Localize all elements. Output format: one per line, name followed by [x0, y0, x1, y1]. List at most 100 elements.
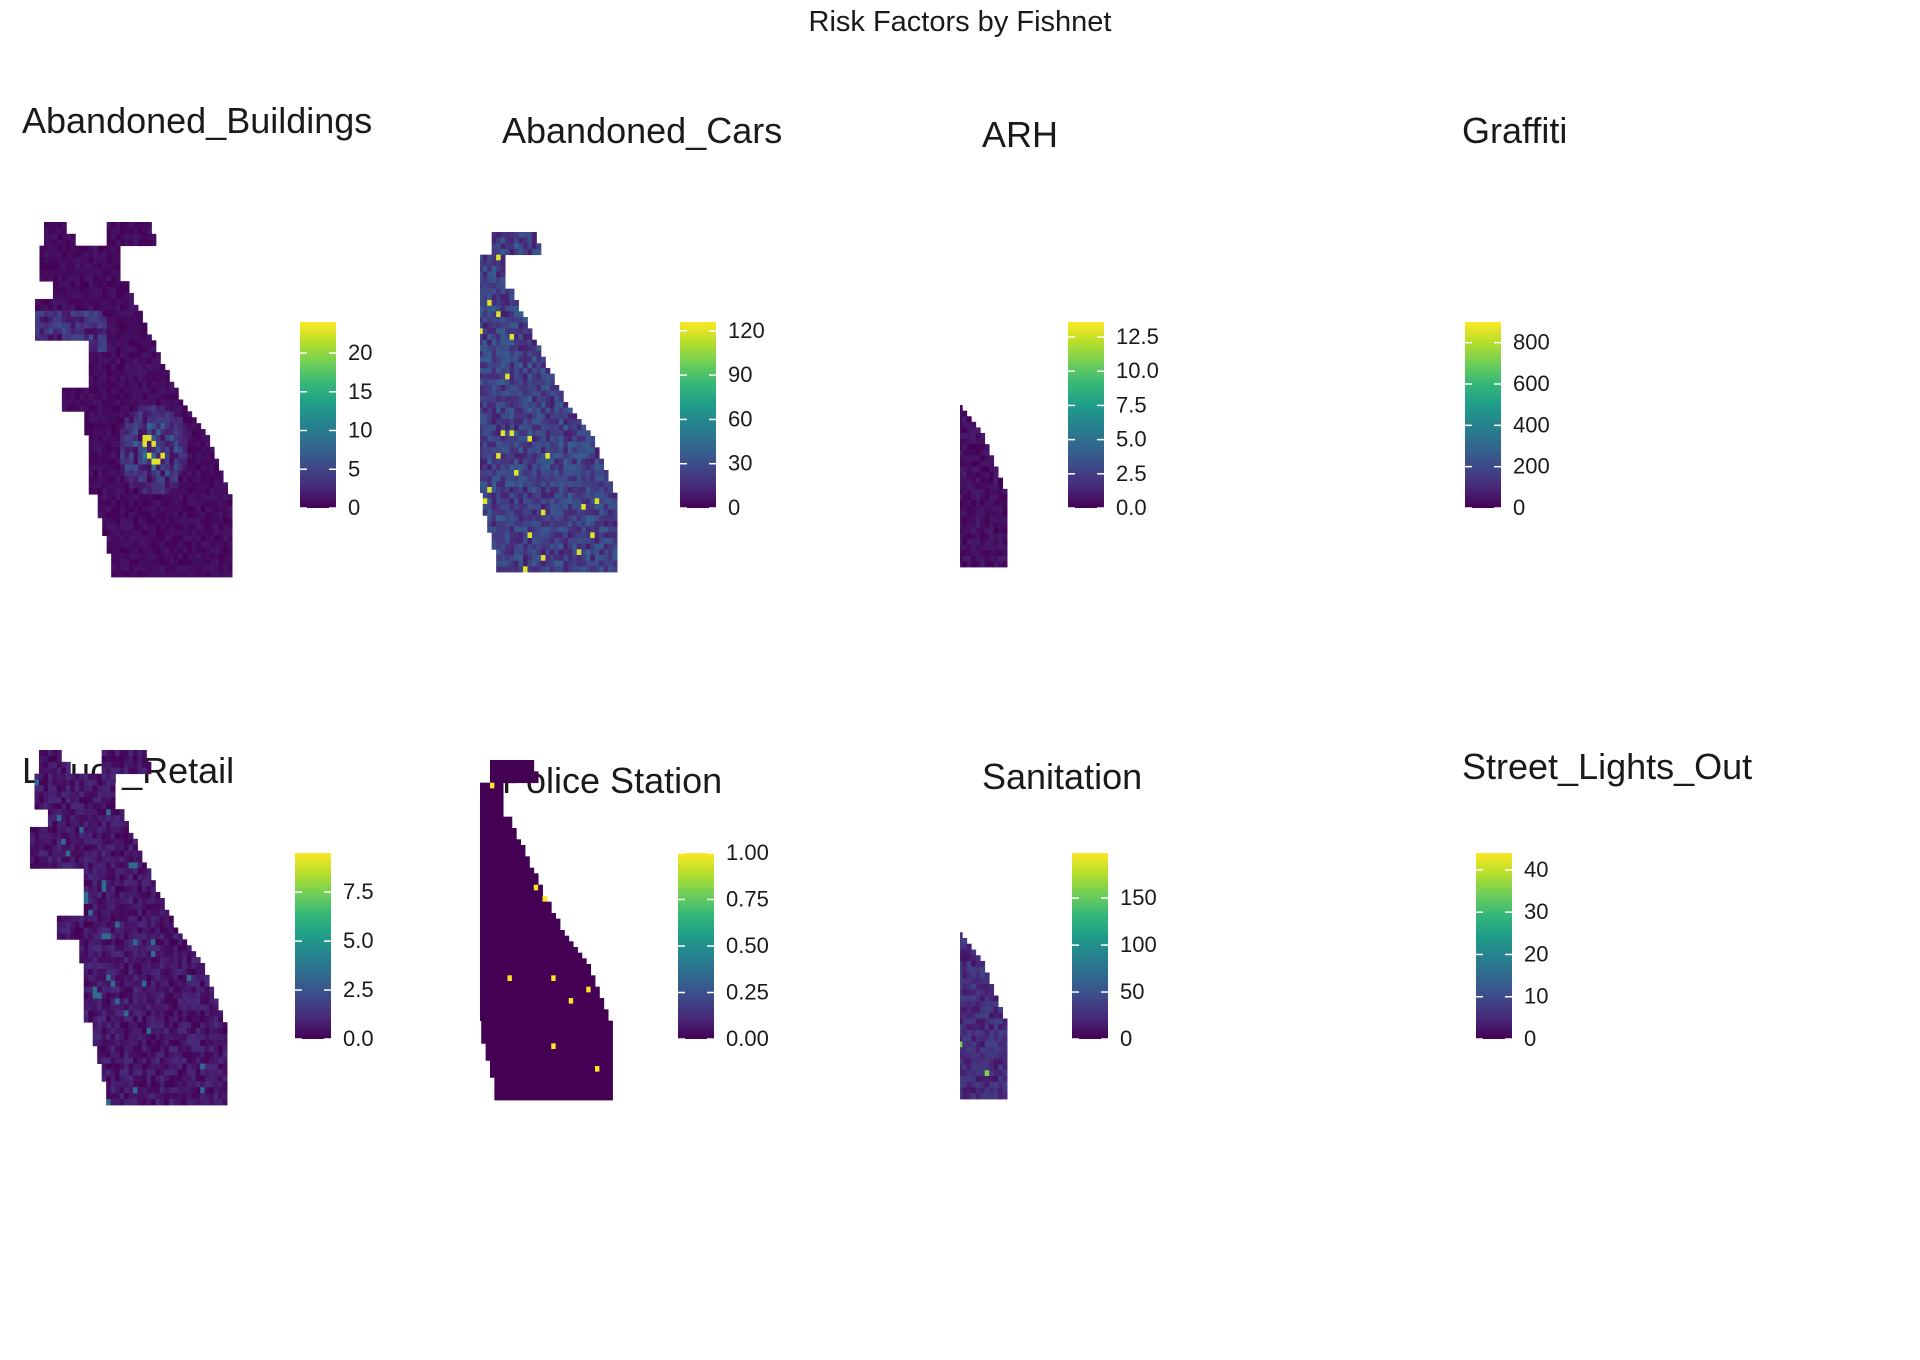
fishnet-cell	[572, 476, 577, 482]
fishnet-cell	[496, 379, 501, 385]
fishnet-cell	[581, 493, 586, 499]
fishnet-cell	[174, 465, 179, 471]
fishnet-cell	[223, 482, 228, 488]
fishnet-cell	[107, 423, 112, 429]
fishnet-cell	[492, 289, 497, 295]
fishnet-cell	[151, 476, 156, 482]
fishnet-cell	[125, 565, 130, 571]
fishnet-cell	[971, 439, 976, 445]
fishnet-cell	[536, 487, 541, 493]
fishnet-cell	[205, 553, 210, 559]
fishnet-cell	[514, 413, 519, 419]
fishnet-cell	[138, 530, 143, 536]
fishnet-cell	[568, 447, 573, 453]
fishnet-cell	[134, 447, 139, 453]
fishnet-cell	[536, 453, 541, 459]
fishnet-cell	[214, 506, 219, 512]
fishnet-cell	[510, 515, 515, 521]
fishnet-cell	[563, 504, 568, 510]
fishnet-cell	[125, 370, 130, 376]
fishnet-cell	[138, 334, 143, 340]
legend-tick-label: 10	[348, 418, 372, 443]
fishnet-cell	[604, 566, 609, 572]
fishnet-cell	[985, 455, 990, 461]
fishnet-cell	[572, 442, 577, 448]
fishnet-cell	[604, 561, 609, 567]
fishnet-cell	[550, 532, 555, 538]
fishnet-cell	[960, 539, 963, 545]
fishnet-cell	[496, 385, 501, 391]
fishnet-cell	[568, 430, 573, 436]
fishnet-cell	[89, 435, 94, 441]
fishnet-cell	[483, 510, 488, 516]
fishnet-cell	[510, 396, 515, 402]
fishnet-cell	[98, 323, 103, 329]
fishnet-cell	[519, 311, 524, 317]
fishnet-cell	[210, 512, 215, 518]
fishnet-cell	[604, 493, 609, 499]
fishnet-cell	[125, 553, 130, 559]
fishnet-cell	[590, 521, 595, 527]
fishnet-cell	[554, 408, 559, 414]
fishnet-cell	[151, 405, 156, 411]
fishnet-cell	[505, 391, 510, 397]
fishnet-cell	[120, 411, 125, 417]
fishnet-cell	[532, 379, 537, 385]
fishnet-cell	[962, 534, 967, 540]
fishnet-cell	[545, 436, 550, 442]
fishnet-cell	[205, 518, 210, 524]
fishnet-cell	[53, 228, 58, 234]
fishnet-cell	[550, 510, 555, 516]
fishnet-cell	[125, 299, 130, 305]
fishnet-cell	[980, 522, 985, 528]
fishnet-cell	[178, 488, 183, 494]
fishnet-cell	[492, 538, 497, 544]
fishnet-cell	[480, 425, 483, 431]
fishnet-cell	[120, 465, 125, 471]
fishnet-cell	[120, 459, 125, 465]
fishnet-cell	[510, 510, 515, 516]
fishnet-cell	[586, 561, 591, 567]
fishnet-cell	[483, 470, 488, 476]
fishnet-cell	[147, 459, 152, 465]
fishnet-cell	[532, 476, 537, 482]
fishnet-cell	[514, 555, 519, 561]
fishnet-cell	[980, 444, 985, 450]
fishnet-cell	[84, 323, 89, 329]
fishnet-cell	[563, 442, 568, 448]
fishnet-cell	[129, 329, 134, 335]
fishnet-cell	[559, 447, 564, 453]
fishnet-cell	[519, 464, 524, 470]
fishnet-cell	[116, 524, 121, 530]
fishnet-cell	[102, 269, 107, 275]
fishnet-cell	[541, 544, 546, 550]
fishnet-cell	[523, 340, 528, 346]
fishnet-cell	[595, 549, 600, 555]
fishnet-cell	[519, 487, 524, 493]
fishnet-cell	[971, 500, 976, 506]
fishnet-cell	[487, 425, 492, 431]
fishnet-cell	[480, 402, 483, 408]
fishnet-cell	[563, 549, 568, 555]
fishnet-cell	[57, 269, 62, 275]
fishnet-cell	[178, 512, 183, 518]
legend-colorbar	[680, 322, 716, 508]
fishnet-cell	[116, 311, 121, 317]
fishnet-cell	[102, 512, 107, 518]
fishnet-cell	[492, 311, 497, 317]
fishnet-cell	[75, 246, 80, 252]
fishnet-cell	[210, 571, 215, 577]
fishnet-cell	[541, 555, 546, 561]
fishnet-cell	[528, 334, 533, 340]
fishnet-cell	[505, 385, 510, 391]
fishnet-cell	[501, 368, 506, 374]
fishnet-cell	[581, 532, 586, 538]
fishnet-cell	[536, 476, 541, 482]
fishnet-cell	[572, 430, 577, 436]
fishnet-cell	[492, 510, 497, 516]
fishnet-cell	[501, 351, 506, 357]
fishnet-cell	[487, 442, 492, 448]
fishnet-cell	[116, 512, 121, 518]
fishnet-cell	[505, 419, 510, 425]
fishnet-cell	[572, 464, 577, 470]
